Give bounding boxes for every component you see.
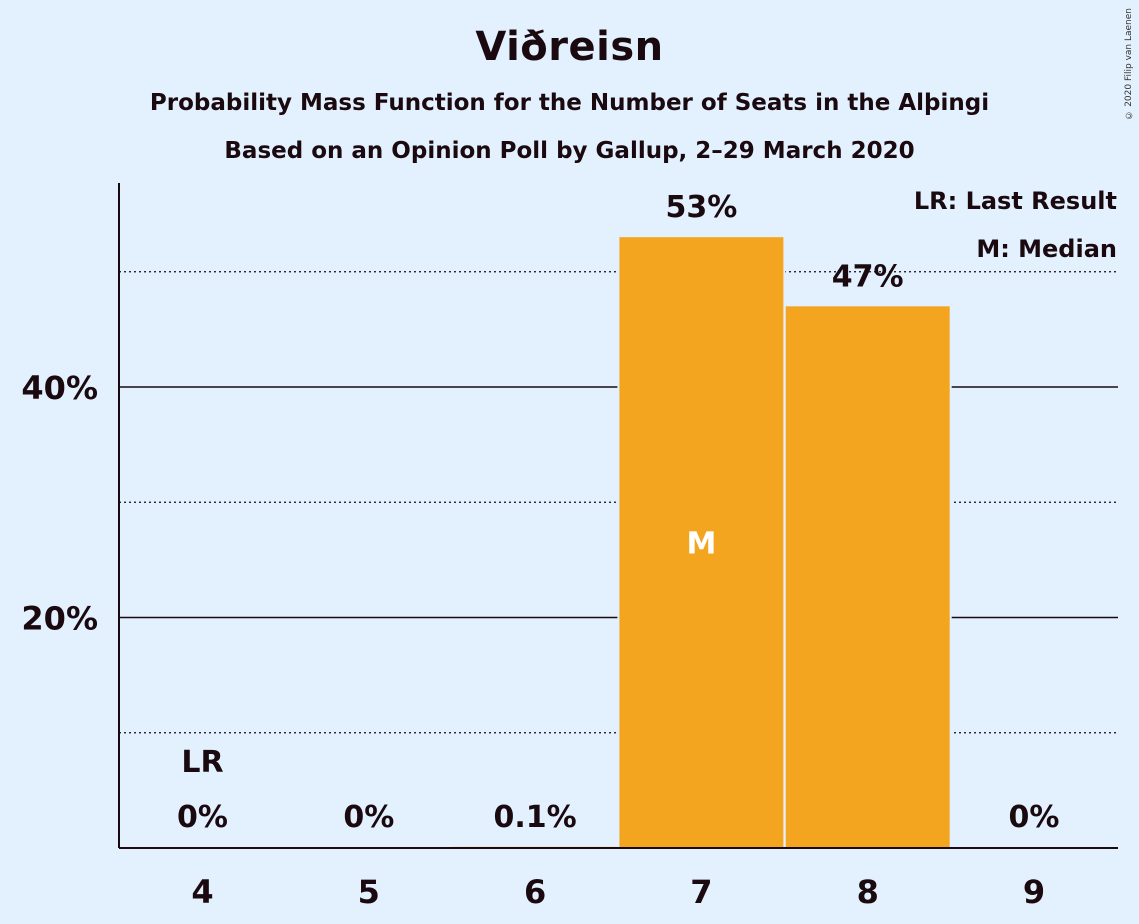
y-tick-label: 20% bbox=[21, 599, 98, 637]
chart-subtitle: Probability Mass Function for the Number… bbox=[149, 90, 990, 116]
x-tick-label: 9 bbox=[1023, 873, 1045, 911]
bar-value-label: 0% bbox=[1009, 800, 1060, 835]
x-tick-label: 4 bbox=[191, 873, 213, 911]
axes bbox=[118, 183, 1118, 849]
bar-value-label: 0.1% bbox=[493, 800, 576, 835]
bars bbox=[451, 236, 952, 849]
last-result-marker: LR bbox=[181, 745, 223, 780]
y-tick-label: 40% bbox=[21, 369, 98, 407]
bar-value-label: 0% bbox=[343, 800, 394, 835]
x-tick-label: 6 bbox=[524, 873, 546, 911]
bar bbox=[619, 237, 784, 849]
median-marker: M bbox=[686, 527, 716, 562]
legend-last-result: LR: Last Result bbox=[914, 187, 1117, 215]
bar-value-label: 53% bbox=[665, 190, 737, 225]
labels: 20%40%40%50%60.1%753%847%90%LRM bbox=[21, 190, 1059, 911]
x-tick-label: 5 bbox=[358, 873, 380, 911]
bar bbox=[785, 306, 950, 849]
x-tick-label: 7 bbox=[690, 873, 712, 911]
bar-value-label: 0% bbox=[177, 800, 228, 835]
legend-median: M: Median bbox=[976, 235, 1117, 263]
bar-value-label: 47% bbox=[832, 259, 904, 294]
x-tick-label: 8 bbox=[857, 873, 879, 911]
chart-title: Viðreisn bbox=[475, 24, 664, 70]
chart-subtitle-poll: Based on an Opinion Poll by Gallup, 2–29… bbox=[224, 138, 915, 164]
